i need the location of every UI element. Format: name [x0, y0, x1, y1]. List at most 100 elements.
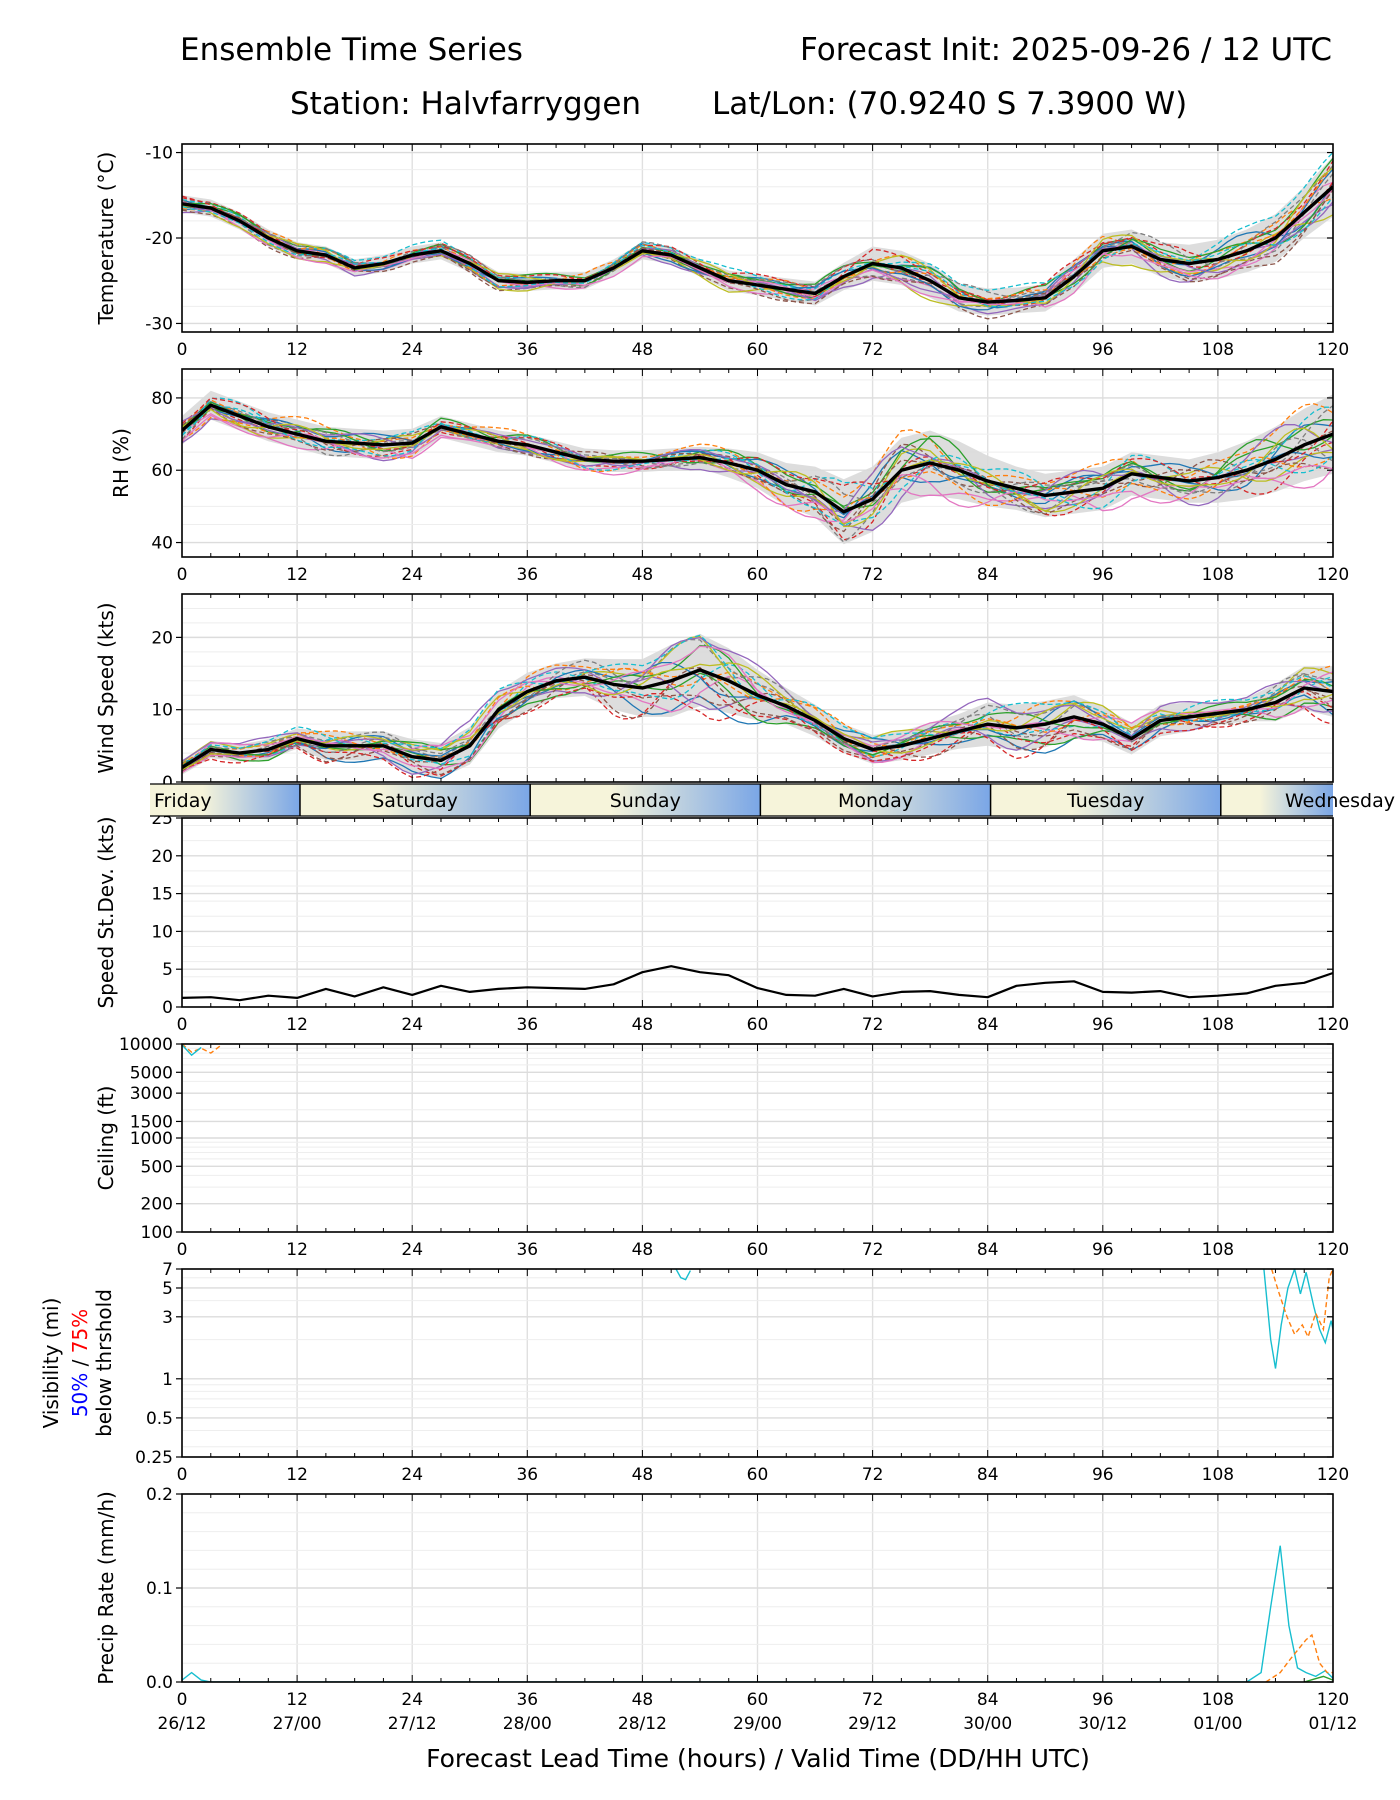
- rh-member-line: [182, 397, 1333, 501]
- ceiling-xtick-label: 48: [632, 1240, 654, 1260]
- ceiling-grid: [181, 1043, 1334, 1233]
- vis-xtick-label: 96: [1092, 1465, 1114, 1485]
- sd-xtick-label: 12: [286, 1015, 308, 1035]
- temp-plot-area: [182, 151, 1333, 320]
- rh-xtick-label: 108: [1202, 565, 1234, 585]
- rh-panel: 80 60 400 12 24 36 48 60 72 84 96 108 120 RH (%): [109, 368, 1349, 585]
- vis-member-line: [1263, 1269, 1333, 1369]
- sd-xtick-label: 48: [632, 1015, 654, 1035]
- valid-time-axis: 26/12 27/00 27/12 28/00 28/12 29/00 29/12 30/00…: [158, 1714, 1358, 1734]
- vis-xtick-label: 0: [177, 1465, 188, 1485]
- temp-xtick-label: 84: [977, 340, 999, 360]
- sd-xtick-label: 120: [1317, 1015, 1349, 1035]
- sd-ytick-label: 20: [151, 847, 173, 867]
- precip-xtick-label: 72: [862, 1690, 884, 1710]
- wind-member-line: [182, 638, 1333, 768]
- ceiling-xtick-label: 108: [1202, 1240, 1234, 1260]
- valid-time-label: 29/00: [733, 1714, 782, 1734]
- valid-time-label: 28/00: [503, 1714, 552, 1734]
- valid-time-label: 27/00: [273, 1714, 322, 1734]
- forecast-init-label: Forecast Init: 2025-09-26 / 12 UTC: [800, 32, 1332, 68]
- temp-xtick-label: 0: [177, 340, 188, 360]
- sd-ylabel: Speed St.Dev. (kts): [94, 816, 118, 1008]
- sd-grid: [181, 817, 1334, 1008]
- chart-title: Ensemble Time Series: [180, 32, 523, 68]
- precip-xtick-label: 108: [1202, 1690, 1234, 1710]
- temp-ytick-label: -30: [145, 314, 173, 334]
- vis-ylabel-75: 75%: [68, 1309, 92, 1353]
- vis-xtick-label: 24: [401, 1465, 423, 1485]
- wind-panel: 20 10 0 Wind Speed (kts): [94, 593, 1334, 793]
- precip-ytick-label: 0.2: [146, 1485, 173, 1505]
- day-block: [990, 784, 1221, 816]
- ceiling-xtick-label: 60: [747, 1240, 769, 1260]
- rh-ytick-label: 40: [151, 534, 173, 554]
- ceiling-member-line: [182, 1044, 221, 1054]
- rh-xtick-label: 84: [977, 565, 999, 585]
- day-block: [299, 784, 531, 816]
- valid-time-label: 01/12: [1309, 1714, 1358, 1734]
- ceiling-xtick-label: 12: [286, 1240, 308, 1260]
- day-label: Monday: [838, 790, 913, 812]
- vis-member-line: [675, 1269, 692, 1281]
- vis-xtick-label: 36: [516, 1465, 538, 1485]
- valid-time-label: 26/12: [158, 1714, 207, 1734]
- precip-xtick-label: 120: [1317, 1690, 1349, 1710]
- sd-xtick-label: 96: [1092, 1015, 1114, 1035]
- wind-member-line: [182, 662, 1333, 771]
- vis-ytick-label: 3: [162, 1308, 173, 1328]
- rh-member-line: [182, 414, 1333, 524]
- day-label: Tuesday: [1066, 790, 1144, 812]
- rh-ylabel: RH (%): [109, 428, 133, 498]
- ceiling-ytick-label: 1000: [130, 1129, 173, 1149]
- wind-member-line: [182, 659, 1333, 767]
- vis-xtick-label: 84: [977, 1465, 999, 1485]
- ceiling-ytick-label: 10000: [119, 1035, 173, 1055]
- precip-member-line: [182, 1545, 1333, 1682]
- precip-xtick-label: 12: [286, 1690, 308, 1710]
- ceiling-xtick-label: 0: [177, 1240, 188, 1260]
- rh-mean-line: [182, 403, 1333, 514]
- rh-xtick-label: 0: [177, 565, 188, 585]
- wind-plot-area: [182, 633, 1333, 780]
- ceiling-ytick-label: 500: [141, 1157, 173, 1177]
- vis-ylabel-50: 50%: [68, 1373, 92, 1417]
- precip-xtick-label: 84: [977, 1690, 999, 1710]
- sd-xtick-label: 108: [1202, 1015, 1234, 1035]
- vis-ylabel-sep: /: [68, 1353, 92, 1372]
- valid-time-label: 27/12: [388, 1714, 437, 1734]
- temp-member-line: [182, 189, 1333, 306]
- rh-xtick-label: 24: [401, 565, 423, 585]
- precip-member-line: [1304, 1675, 1333, 1682]
- day-strip: Friday Saturday Sunday Monday Tuesday Wednesd…: [150, 783, 1395, 817]
- sd-xtick-label: 72: [862, 1015, 884, 1035]
- ceiling-ytick-label: 1500: [130, 1112, 173, 1132]
- rh-xtick-label: 120: [1317, 565, 1349, 585]
- vis-xtick-label: 72: [862, 1465, 884, 1485]
- rh-xtick-label: 48: [632, 565, 654, 585]
- precip-member-line: [1265, 1633, 1333, 1682]
- precip-xtick-label: 96: [1092, 1690, 1114, 1710]
- ceiling-xtick-label: 24: [401, 1240, 423, 1260]
- valid-time-label: 28/12: [618, 1714, 667, 1734]
- precip-ytick-label: 0.1: [146, 1579, 173, 1599]
- vis-xtick-label: 12: [286, 1465, 308, 1485]
- sd-ytick-label: 0: [162, 998, 173, 1018]
- temp-xtick-label: 120: [1317, 340, 1349, 360]
- sd-ytick-label: 10: [151, 922, 173, 942]
- wind-ytick-label: 0: [162, 773, 173, 793]
- ceiling-member-line: [182, 1044, 202, 1057]
- rh-ytick-label: 60: [151, 461, 173, 481]
- x-axis-label: Forecast Lead Time (hours) / Valid Time …: [426, 1744, 1090, 1773]
- ceiling-ytick-label: 5000: [130, 1063, 173, 1083]
- day-block: [1220, 784, 1333, 816]
- valid-time-label: 01/00: [1193, 1714, 1242, 1734]
- sd-xtick-label: 24: [401, 1015, 423, 1035]
- day-block: [530, 784, 761, 816]
- precip-grid: [181, 1493, 1334, 1683]
- precip-xtick-label: 36: [516, 1690, 538, 1710]
- vis-ylabel-main: Visibility (mi): [39, 1298, 63, 1429]
- wind-member-line: [182, 687, 1333, 779]
- wind-member-line: [182, 645, 1333, 768]
